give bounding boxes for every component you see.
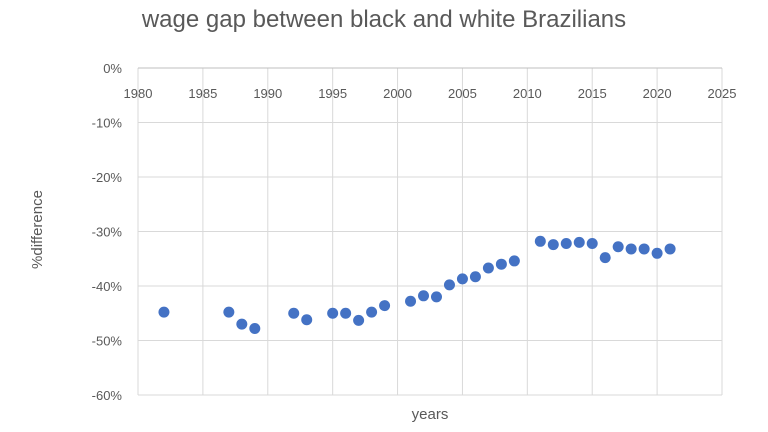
y-tick-label: -40% — [92, 279, 123, 294]
data-point — [340, 307, 352, 319]
y-tick-label: -50% — [92, 334, 123, 349]
data-point — [405, 295, 417, 307]
data-point — [560, 237, 572, 249]
chart-title: wage gap between black and white Brazili… — [141, 6, 627, 33]
data-point — [418, 290, 430, 302]
data-point — [612, 241, 624, 253]
data-point — [508, 255, 520, 267]
data-point — [223, 306, 235, 318]
data-point — [573, 236, 585, 248]
data-point — [249, 323, 261, 335]
y-tick-label: -10% — [92, 116, 123, 131]
y-tick-label: -30% — [92, 225, 123, 240]
x-tick-label: 1990 — [253, 86, 282, 101]
data-point — [482, 262, 494, 274]
x-tick-label: 2000 — [383, 86, 412, 101]
data-point — [495, 258, 507, 270]
data-point — [534, 235, 546, 247]
x-tick-label: 2015 — [578, 86, 607, 101]
data-point — [236, 318, 248, 330]
x-tick-label: 2010 — [513, 86, 542, 101]
data-point — [366, 306, 378, 318]
data-point — [158, 306, 170, 318]
data-point — [625, 243, 637, 255]
x-tick-labels: 1980 1985 1990 1995 2000 2005 2010 2015 2020 2025 — [124, 86, 737, 101]
x-tick-label: 1995 — [318, 86, 347, 101]
data-point — [443, 279, 455, 291]
data-points — [158, 235, 676, 335]
y-tick-label: -20% — [92, 170, 123, 185]
data-point — [547, 239, 559, 251]
y-tick-labels: 0% -10% -20% -30% -40% -50% -60% — [92, 61, 123, 403]
y-tick-label: -60% — [92, 388, 123, 403]
data-point — [288, 307, 300, 319]
data-point — [664, 243, 676, 255]
data-point — [353, 314, 365, 326]
x-axis-label: years — [412, 406, 449, 423]
data-point — [430, 291, 442, 303]
x-tick-label: 1985 — [188, 86, 217, 101]
x-tick-label: 1980 — [124, 86, 153, 101]
data-point — [327, 307, 339, 319]
x-tick-label: 2020 — [643, 86, 672, 101]
x-tick-label: 2005 — [448, 86, 477, 101]
data-point — [456, 273, 468, 285]
data-point — [379, 300, 391, 312]
data-point — [599, 252, 611, 264]
data-point — [469, 271, 481, 283]
data-point — [638, 243, 650, 255]
data-point — [586, 237, 598, 249]
y-axis-label: %difference — [29, 190, 46, 269]
data-point — [651, 247, 663, 259]
data-point — [301, 314, 313, 326]
y-tick-label: 0% — [103, 61, 122, 76]
gridlines — [137, 67, 723, 396]
x-tick-label: 2025 — [708, 86, 737, 101]
